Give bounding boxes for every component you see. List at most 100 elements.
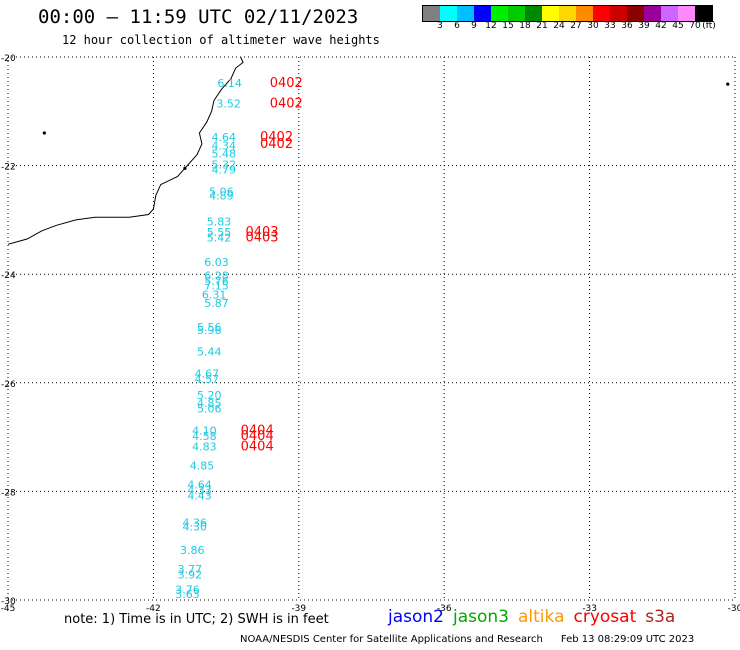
swh-value-label: 6.28 (204, 270, 229, 283)
swh-value-label: 4.89 (209, 189, 234, 202)
legend-swatch (457, 6, 474, 21)
swh-value-label: 4.10 (192, 424, 217, 437)
legend-label: 15 (502, 21, 514, 31)
swh-value-label: 4.83 (192, 441, 217, 454)
pass-time-label: 0404 (241, 429, 274, 444)
swh-value-label: 5.44 (197, 346, 222, 359)
legend-label: 18 (519, 21, 531, 31)
legend-swatch (695, 6, 712, 21)
swh-value-label: 5.76 (204, 275, 229, 288)
legend-label: 30 (587, 21, 599, 31)
swh-value-label: 3.52 (216, 97, 241, 110)
swh-value-label: 4.85 (197, 397, 222, 410)
legend-label: 24 (553, 21, 565, 31)
legend-swatch (610, 6, 627, 21)
swh-value-label: 5.83 (207, 215, 232, 228)
swh-value-label: 4.30 (182, 520, 207, 533)
island (42, 131, 46, 135)
legend-swatch (491, 6, 508, 21)
legend-swatch (440, 6, 457, 21)
swh-value-label: 5.55 (207, 226, 232, 239)
legend-label: 45 (672, 21, 684, 31)
swh-value-label: 6.03 (204, 256, 229, 269)
pass-time-label: 0403 (245, 231, 278, 246)
credit-timestamp: Feb 13 08:29:09 UTC 2023 (560, 634, 695, 645)
swh-value-label: 3.76 (175, 583, 200, 596)
swh-value-label: 7.15 (204, 279, 229, 292)
legend-swatch (423, 6, 440, 21)
pass-time-label: 0404 (241, 440, 274, 455)
swh-value-label: 4.79 (212, 164, 237, 177)
lat-tick-label: -22 (1, 163, 16, 173)
legend-swatch (678, 6, 695, 21)
swh-value-label: 5.06 (209, 185, 234, 198)
legend-label: 27 (570, 21, 582, 31)
legend-label: 21 (536, 21, 548, 31)
lat-tick-label: -26 (1, 380, 16, 390)
swh-value-label: 4.58 (192, 430, 217, 443)
swh-value-label: 3.77 (178, 563, 203, 576)
legend-swatch (661, 6, 678, 21)
page-subtitle: 12 hour collection of altimeter wave hei… (62, 33, 380, 47)
credit-text: NOAA/NESDIS Center for Satellite Applica… (240, 634, 543, 645)
swh-value-label: 5.96 (197, 324, 222, 337)
swh-value-label: 4.33 (187, 484, 212, 497)
swh-value-label: 6.31 (202, 289, 227, 302)
legend-label: 3 (437, 21, 443, 31)
lat-tick-label: -28 (1, 488, 16, 498)
legend-label: 6 (454, 21, 460, 31)
island (183, 166, 187, 170)
swh-value-label: 4.85 (190, 460, 215, 473)
lat-tick-label: -20 (1, 54, 16, 64)
legend-swatch (644, 6, 661, 21)
lon-tick-label: -39 (291, 604, 306, 612)
satellite-name: jason3 (453, 607, 509, 627)
swh-value-label: 5.48 (212, 147, 237, 160)
swh-value-label: 3.63 (175, 588, 200, 601)
legend-label: 9 (471, 21, 477, 31)
legend-swatch (508, 6, 525, 21)
wave-height-map: -45 -42 -39 -36 -33 -30 -20 -22 -24 -26 -28 -30 6.14… (1, 54, 740, 612)
legend-label: 39 (638, 21, 650, 31)
legend-swatch (576, 6, 593, 21)
legend-swatch (474, 6, 491, 21)
swh-value-label: 3.86 (180, 544, 205, 557)
legend-label: 12 (485, 21, 497, 31)
swh-value-label: 5.87 (204, 297, 229, 310)
legend-label: 33 (604, 21, 616, 31)
swh-value-label: 4.34 (212, 139, 237, 152)
satellite-name: s3a (645, 607, 676, 627)
legend-swatch (627, 6, 644, 21)
legend-unit: (ft) (702, 21, 716, 31)
swh-value-label: 5.56 (197, 321, 222, 334)
color-legend-bar (422, 5, 713, 22)
satellite-legend: jason2 jason3 altika cryosat s3a (388, 607, 684, 627)
swh-value-label: 6.14 (217, 77, 242, 90)
pass-time-label: 0403 (245, 225, 278, 240)
coastline (7, 56, 244, 245)
lon-tick-label: -45 (1, 604, 16, 612)
swh-value-label: 3.92 (178, 568, 203, 581)
legend-label: 36 (621, 21, 633, 31)
lon-tick-label: -33 (582, 604, 597, 612)
lat-tick-label: -30 (1, 597, 16, 607)
swh-value-label: 4.64 (212, 131, 237, 144)
island (726, 82, 730, 86)
swh-value-label: 5.32 (212, 158, 237, 171)
pass-time-label: 0402 (270, 76, 303, 91)
pass-time-label: 0402 (270, 96, 303, 111)
footer-credit: NOAA/NESDIS Center for Satellite Applica… (240, 634, 694, 645)
legend-swatch (593, 6, 610, 21)
swh-value-label: 4.67 (195, 367, 220, 380)
lon-tick-label: -42 (146, 604, 161, 612)
swh-value-label: 5.42 (207, 232, 232, 245)
legend-swatch (525, 6, 542, 21)
swh-value-label: 4.64 (187, 479, 212, 492)
lon-tick-label: -36 (437, 604, 452, 612)
legend-swatch (542, 6, 559, 21)
legend-label: 70 (689, 21, 701, 31)
swh-value-label: 5.06 (197, 403, 222, 416)
legend-label: 42 (655, 21, 667, 31)
swh-value-label: 4.57 (195, 373, 220, 386)
lon-tick-label: -30 (728, 604, 740, 612)
